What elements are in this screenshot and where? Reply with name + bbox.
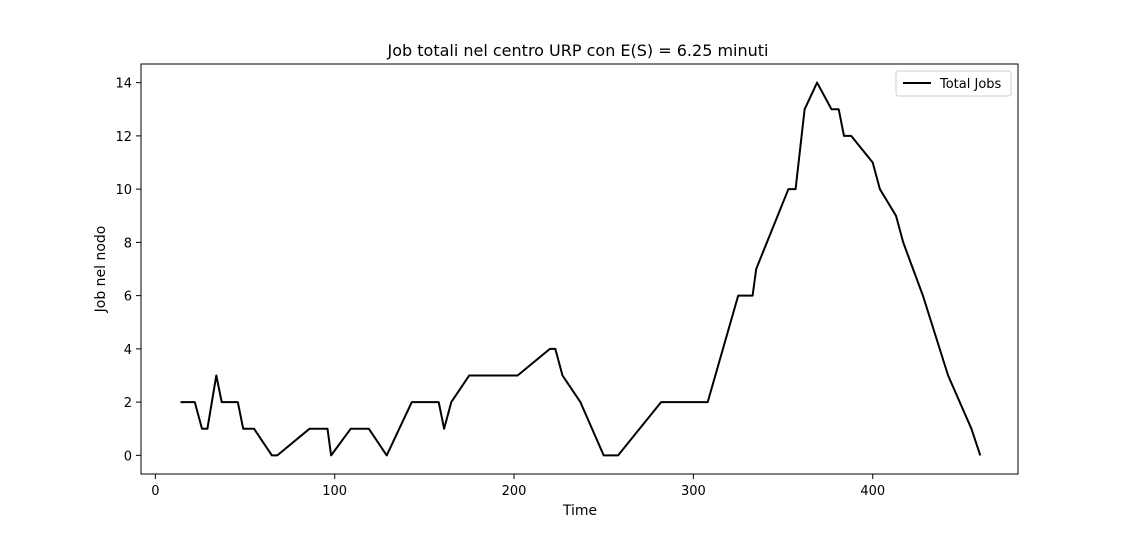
y-tick-label: 14 <box>115 77 132 92</box>
x-tick-label: 400 <box>860 484 885 499</box>
x-tick-label: 0 <box>151 484 159 499</box>
y-tick-label: 8 <box>124 236 132 251</box>
chart-title: Job totali nel centro URP con E(S) = 6.2… <box>387 41 769 60</box>
y-axis-label: Job nel nodo <box>93 226 109 314</box>
x-tick-label: 200 <box>502 484 527 499</box>
x-tick-label: 300 <box>681 484 706 499</box>
y-tick-label: 12 <box>115 130 132 145</box>
plot-area <box>140 63 1019 475</box>
legend: Total Jobs <box>895 70 1012 97</box>
legend-box <box>895 70 1012 97</box>
x-axis-label: Time <box>562 503 597 519</box>
y-tick-label: 4 <box>124 343 132 358</box>
y-tick-label: 6 <box>124 290 132 305</box>
y-tick-label: 2 <box>124 396 132 411</box>
y-tick-label: 0 <box>124 449 132 464</box>
series-line-total-jobs <box>180 81 982 457</box>
y-tick-label: 10 <box>115 183 132 198</box>
legend-label-total-jobs: Total Jobs <box>939 77 1002 92</box>
x-axis-ticks: 0 100 200 300 400 <box>151 474 885 499</box>
series-group <box>180 81 982 457</box>
y-axis-ticks: 0 2 4 6 8 10 12 14 <box>115 77 141 464</box>
x-tick-label: 100 <box>322 484 347 499</box>
